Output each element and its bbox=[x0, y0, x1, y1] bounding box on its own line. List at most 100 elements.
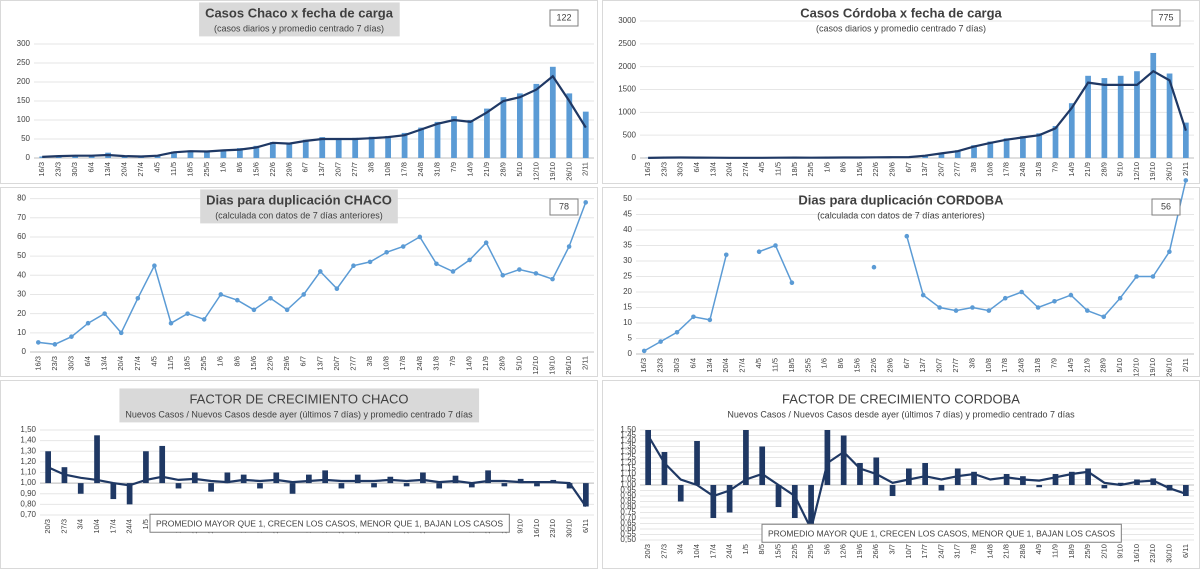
x-tick-label: 25/5 bbox=[202, 162, 211, 177]
y-tick-label: 0 bbox=[632, 153, 637, 162]
marker bbox=[434, 261, 439, 267]
x-tick-label: 20/4 bbox=[116, 356, 125, 371]
bar bbox=[269, 142, 276, 158]
x-tick-label: 3/7 bbox=[888, 544, 897, 554]
y-tick-label: 20 bbox=[17, 309, 26, 318]
bar bbox=[517, 93, 523, 158]
marker bbox=[1150, 274, 1156, 279]
y-tick-label: 500 bbox=[623, 130, 637, 139]
bar bbox=[1085, 468, 1091, 485]
bar bbox=[710, 485, 717, 518]
annotation: 122 bbox=[556, 12, 571, 22]
bar bbox=[385, 135, 391, 158]
marker bbox=[1101, 314, 1107, 320]
bar bbox=[534, 483, 540, 487]
x-tick-label: 16/3 bbox=[33, 356, 42, 371]
bar bbox=[289, 483, 296, 494]
x-tick-label: 18/9 bbox=[1067, 544, 1076, 559]
x-tick-label: 28/8 bbox=[1018, 544, 1027, 559]
x-tick-label: 29/6 bbox=[282, 356, 291, 371]
y-tick-label: 0,95 bbox=[620, 486, 636, 495]
bar bbox=[889, 485, 896, 496]
bar bbox=[583, 483, 589, 507]
x-tick-label: 13/4 bbox=[100, 356, 109, 371]
bar bbox=[94, 435, 100, 484]
y-tick-label: 1,10 bbox=[620, 469, 636, 478]
y-tick-label: 200 bbox=[17, 77, 31, 86]
marker bbox=[691, 314, 696, 320]
bar bbox=[726, 485, 733, 513]
marker bbox=[970, 305, 975, 310]
chart-subtitle: Nuevos Casos / Nuevos Casos desde ayer (… bbox=[727, 409, 1075, 419]
x-tick-label: 27/7 bbox=[953, 162, 962, 177]
marker bbox=[566, 244, 572, 249]
marker bbox=[550, 276, 555, 282]
chart-subtitle: (calculada con datos de 7 días anteriore… bbox=[215, 210, 383, 220]
x-tick-label: 21/8 bbox=[1002, 544, 1011, 559]
marker bbox=[235, 297, 240, 303]
y-tick-label: 30 bbox=[17, 290, 26, 299]
marker bbox=[168, 320, 174, 326]
x-tick-label: 26/10 bbox=[1165, 162, 1174, 181]
y-tick-label: 5 bbox=[628, 334, 633, 343]
bar bbox=[582, 111, 589, 158]
x-tick-label: 28/9 bbox=[1099, 162, 1108, 177]
y-tick-label: 1,40 bbox=[620, 436, 636, 445]
marker bbox=[135, 296, 141, 301]
x-tick-label: 4/5 bbox=[153, 162, 162, 172]
annotation-box bbox=[549, 9, 579, 27]
bar bbox=[1068, 103, 1075, 158]
x-tick-label: 10/8 bbox=[984, 358, 993, 373]
x-tick-label: 3/4 bbox=[76, 519, 85, 529]
annotation: 78 bbox=[559, 201, 569, 211]
y-tick-label: 40 bbox=[623, 225, 632, 234]
y-tick-label: 1,00 bbox=[620, 480, 636, 489]
y-tick-label: 0,80 bbox=[620, 502, 636, 511]
annotation-box bbox=[1151, 9, 1181, 27]
x-tick-label: 27/4 bbox=[133, 356, 142, 371]
marker bbox=[483, 240, 489, 245]
marker bbox=[533, 271, 539, 276]
y-tick-label: 1,20 bbox=[20, 457, 36, 466]
x-tick-label: 14/9 bbox=[1067, 162, 1076, 177]
bar bbox=[906, 468, 912, 485]
note: PROMEDIO MAYOR QUE 1, CRECEN LOS CASOS, … bbox=[768, 528, 1115, 538]
marker bbox=[52, 342, 58, 347]
line bbox=[648, 69, 1187, 159]
marker bbox=[1002, 295, 1008, 301]
bar bbox=[420, 472, 426, 484]
x-tick-label: 1/6 bbox=[218, 162, 227, 172]
y-tick-label: 0,50 bbox=[620, 535, 636, 544]
y-tick-label: 10 bbox=[623, 318, 632, 327]
bar bbox=[257, 483, 263, 489]
note: PROMEDIO MAYOR QUE 1, CRECEN LOS CASOS, … bbox=[156, 518, 503, 528]
x-tick-label: 1/5 bbox=[141, 519, 150, 529]
y-tick-label: 1,50 bbox=[620, 425, 636, 434]
marker bbox=[185, 311, 190, 316]
x-tick-label: 23/10 bbox=[1148, 544, 1157, 563]
y-tick-label: 1,45 bbox=[620, 431, 636, 440]
x-tick-label: 27/7 bbox=[348, 356, 357, 371]
y-tick-label: 0,70 bbox=[20, 510, 36, 519]
x-tick-label: 29/5 bbox=[806, 544, 815, 559]
chart-subtitle: (casos diarios y promedio centrado 7 día… bbox=[816, 23, 986, 33]
panel bbox=[602, 0, 1200, 184]
bar bbox=[1166, 73, 1173, 158]
x-tick-label: 24/4 bbox=[125, 519, 134, 534]
x-tick-label: 6/7 bbox=[904, 162, 913, 172]
x-tick-label: 20/4 bbox=[725, 162, 734, 177]
bar bbox=[286, 142, 293, 158]
bar bbox=[677, 485, 684, 502]
x-tick-label: 20/7 bbox=[935, 358, 944, 373]
marker bbox=[35, 340, 41, 345]
bar bbox=[1134, 71, 1140, 158]
x-tick-label: 13/7 bbox=[918, 358, 927, 373]
marker bbox=[773, 243, 778, 248]
bar bbox=[1101, 78, 1108, 158]
y-tick-label: 0,60 bbox=[620, 524, 636, 533]
bar bbox=[743, 430, 749, 485]
y-tick-label: 0,55 bbox=[620, 530, 636, 539]
bar bbox=[208, 483, 214, 492]
x-tick-label: 11/9 bbox=[1050, 544, 1059, 558]
marker bbox=[1167, 249, 1172, 254]
